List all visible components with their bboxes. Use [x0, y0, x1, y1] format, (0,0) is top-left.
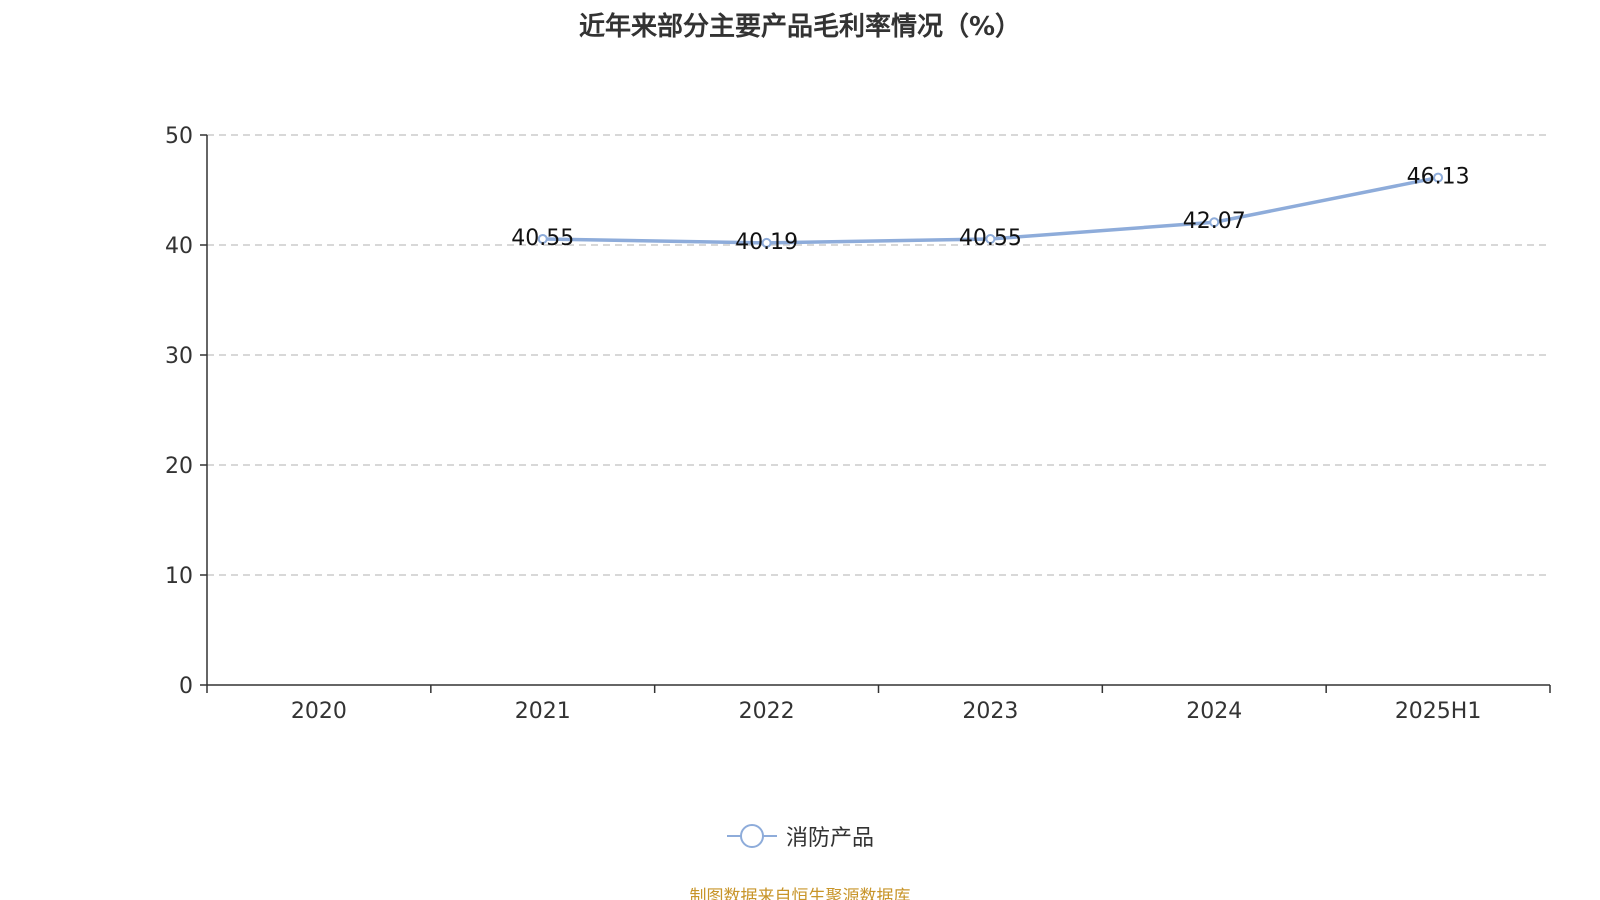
x-axis: 2020 2021 2022 2023 2024 2025H1: [206, 684, 1551, 724]
legend-line-circle-icon: [726, 824, 777, 848]
data-label: 40.55: [959, 226, 1022, 251]
y-axis: 0 10 20 30 40 50: [165, 124, 208, 699]
data-point: [761, 237, 772, 248]
data-point: [985, 233, 996, 244]
x-tick-label: 2020: [291, 699, 347, 724]
chart-title: 近年来部分主要产品毛利率情况（%）: [578, 12, 1022, 42]
grid-lines: [207, 134, 1550, 576]
y-tick-label: 0: [179, 674, 193, 699]
series-points: [537, 172, 1444, 248]
x-tick-label: 2024: [1186, 699, 1242, 724]
x-tick-label: 2022: [739, 699, 795, 724]
data-label: 40.55: [511, 226, 574, 251]
source-note: 制图数据来自恒生聚源数据库: [689, 887, 911, 900]
y-tick-label: 40: [165, 234, 193, 259]
x-tick-label: 2025H1: [1395, 699, 1482, 724]
data-label: 42.07: [1183, 209, 1246, 234]
legend-label: 消防产品: [785, 826, 874, 851]
y-tick-label: 30: [165, 344, 193, 369]
legend-item[interactable]: 消防产品: [726, 820, 874, 852]
y-tick-label: 20: [165, 454, 193, 479]
data-label: 46.13: [1407, 165, 1470, 190]
data-point: [1433, 172, 1444, 183]
x-tick-label: 2021: [515, 699, 571, 724]
data-labels: 40.55 40.19 40.55 42.07 46.13: [511, 165, 1469, 255]
legend: 消防产品: [0, 820, 1600, 852]
y-tick-label: 10: [165, 564, 193, 589]
y-tick-label: 50: [165, 124, 193, 149]
data-point: [1209, 217, 1220, 228]
x-tick-label: 2023: [962, 699, 1018, 724]
data-point: [537, 233, 548, 244]
data-label: 40.19: [735, 230, 798, 255]
